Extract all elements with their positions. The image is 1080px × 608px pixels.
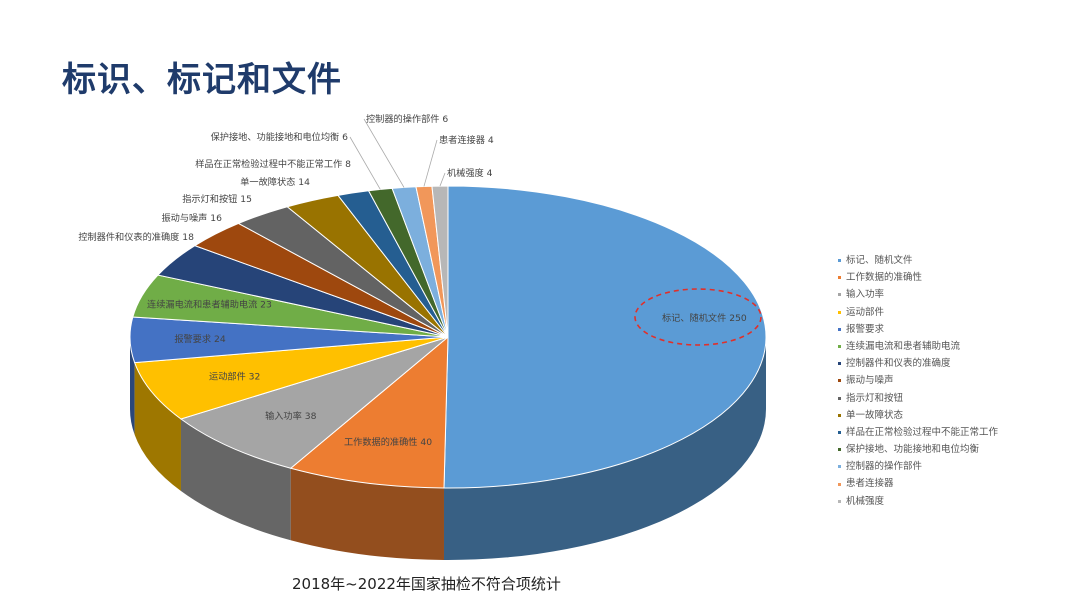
data-label-10: 单一故障状态 14 bbox=[240, 176, 310, 188]
legend-item-15: 机械强度 bbox=[838, 493, 998, 510]
legend-swatch bbox=[838, 276, 841, 280]
pie-side-1 bbox=[443, 337, 766, 560]
legend-item-1: 标记、随机文件 bbox=[838, 252, 998, 269]
data-label-13: 控制器的操作部件 6 bbox=[366, 113, 448, 125]
legend-item-11: 样品在正常检验过程中不能正常工作 bbox=[838, 424, 998, 441]
legend-label: 输入功率 bbox=[846, 289, 885, 301]
legend-label: 运动部件 bbox=[846, 306, 885, 318]
legend-item-6: 连续漏电流和患者辅助电流 bbox=[838, 338, 998, 355]
chart-subtitle: 2018年~2022年国家抽检不符合项统计 bbox=[292, 575, 561, 593]
data-label-12: 保护接地、功能接地和电位均衡 6 bbox=[211, 131, 349, 143]
pie-side-5 bbox=[130, 337, 135, 435]
legend-swatch bbox=[838, 482, 841, 486]
legend-label: 标记、随机文件 bbox=[846, 255, 913, 266]
legend-label: 报警要求 bbox=[846, 323, 885, 335]
legend-swatch bbox=[838, 259, 841, 263]
leader-line-15 bbox=[439, 172, 446, 187]
legend-label: 样品在正常检验过程中不能正常工作 bbox=[846, 426, 999, 438]
data-label-6: 连续漏电流和患者辅助电流 23 bbox=[147, 299, 272, 311]
legend-swatch bbox=[838, 310, 841, 314]
page-title: 标识、标记和文件 bbox=[62, 60, 342, 100]
legend-item-5: 报警要求 bbox=[838, 321, 998, 338]
pie-slice-1 bbox=[443, 185, 767, 489]
legend-swatch bbox=[838, 293, 841, 297]
data-label-5: 报警要求 24 bbox=[174, 333, 226, 345]
legend-label: 控制器件和仪表的准确度 bbox=[846, 358, 951, 370]
legend-label: 工作数据的准确性 bbox=[846, 272, 923, 284]
legend-label: 连续漏电流和患者辅助电流 bbox=[846, 340, 961, 352]
pie-sides bbox=[130, 337, 766, 560]
legend-swatch bbox=[838, 413, 841, 417]
data-label-1: 标记、随机文件 250 bbox=[662, 312, 747, 324]
legend-item-3: 输入功率 bbox=[838, 286, 998, 303]
data-label-7: 控制器件和仪表的准确度 18 bbox=[78, 231, 194, 243]
legend-swatch bbox=[838, 396, 841, 400]
legend-swatch bbox=[838, 465, 841, 469]
legend-item-7: 控制器件和仪表的准确度 bbox=[838, 355, 998, 372]
legend-label: 患者连接器 bbox=[846, 478, 894, 490]
legend-swatch bbox=[838, 499, 841, 503]
legend-item-13: 控制器的操作部件 bbox=[838, 458, 998, 475]
pie-data-labels: 标记、随机文件 250 工作数据的准确性 40 输入功率 38 运动部件 32 报警要求… bbox=[78, 113, 747, 448]
legend-swatch bbox=[838, 362, 841, 366]
highlight-ellipse bbox=[634, 288, 762, 346]
data-label-15: 机械强度 4 bbox=[447, 167, 493, 179]
data-label-9: 指示灯和按钮 15 bbox=[182, 193, 252, 205]
pie-tops bbox=[129, 185, 767, 489]
legend-label: 单一故障状态 bbox=[846, 409, 904, 421]
chart-legend: 标记、随机文件 工作数据的准确性 输入功率运动部件报警要求连续漏电流和患者辅助电流控… bbox=[838, 252, 998, 510]
legend-item-12: 保护接地、功能接地和电位均衡 bbox=[838, 441, 998, 458]
legend-swatch bbox=[838, 379, 841, 383]
legend-label: 控制器的操作部件 bbox=[846, 461, 923, 473]
leader-line-13 bbox=[363, 118, 405, 188]
legend-label: 指示灯和按钮 bbox=[846, 392, 904, 404]
leader-line-12 bbox=[349, 136, 381, 190]
legend-swatch bbox=[838, 448, 841, 452]
legend-item-9: 指示灯和按钮 bbox=[838, 390, 998, 407]
legend-swatch bbox=[838, 430, 841, 434]
pie-side-2 bbox=[290, 468, 444, 560]
leader-line-14 bbox=[423, 139, 438, 187]
legend-swatch bbox=[838, 345, 841, 349]
data-label-3: 输入功率 38 bbox=[265, 410, 317, 422]
legend-swatch bbox=[838, 327, 841, 331]
legend-item-2: 工作数据的准确性 bbox=[838, 269, 998, 286]
legend-item-8: 振动与噪声 bbox=[838, 372, 998, 389]
legend-label: 保护接地、功能接地和电位均衡 bbox=[846, 444, 980, 456]
pie-side-3 bbox=[180, 419, 291, 541]
pie-slice-4 bbox=[133, 336, 449, 420]
pie-slice-3 bbox=[179, 336, 449, 469]
legend-item-4: 运动部件 bbox=[838, 304, 998, 321]
data-label-4: 运动部件 32 bbox=[209, 371, 260, 383]
legend-item-14: 患者连接器 bbox=[838, 475, 998, 492]
data-label-8: 振动与噪声 16 bbox=[161, 212, 222, 224]
pie-side-4 bbox=[134, 362, 181, 492]
pie-slice-2 bbox=[289, 335, 449, 489]
data-label-11: 样品在正常检验过程中不能正常工作 8 bbox=[195, 158, 351, 170]
legend-label: 振动与噪声 bbox=[846, 375, 894, 387]
legend-label: 机械强度 bbox=[846, 495, 885, 507]
data-label-2: 工作数据的准确性 40 bbox=[344, 436, 432, 448]
data-label-14: 患者连接器 4 bbox=[439, 134, 494, 146]
legend-item-10: 单一故障状态 bbox=[838, 407, 998, 424]
